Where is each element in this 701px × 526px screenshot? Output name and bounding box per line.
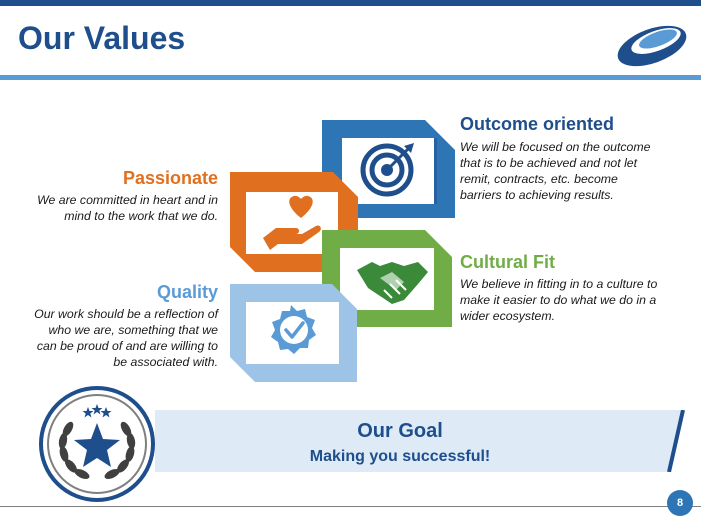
top-accent-bar [0,0,701,6]
outcome-description: We will be focused on the outcome that i… [460,140,651,202]
heart-hand-icon [263,195,321,250]
quality-description: Our work should be a reflection of who w… [34,307,218,369]
title-underline [0,75,701,80]
outcome-heading: Outcome oriented [460,114,615,134]
passionate-heading: Passionate [122,168,218,188]
target-icon [360,143,414,197]
quality-heading: Quality [156,282,218,302]
cultural-description: We believe in fitting in to a culture to… [460,277,658,323]
star-laurel-medal-icon [39,386,155,502]
goal-title: Our Goal [357,420,443,442]
goal-subtitle: Making you successful! [309,448,491,465]
passionate-description: We are committed in heart and in mind to… [37,193,218,223]
company-logo [617,25,687,67]
handshake-icon [357,262,428,304]
cultural-heading: Cultural Fit [460,252,555,272]
check-badge-icon [271,305,316,354]
goal-banner [155,410,685,472]
slide-title: Our Values [18,20,186,56]
footer-rule [0,506,701,507]
page-number-badge: 8 [667,490,693,516]
